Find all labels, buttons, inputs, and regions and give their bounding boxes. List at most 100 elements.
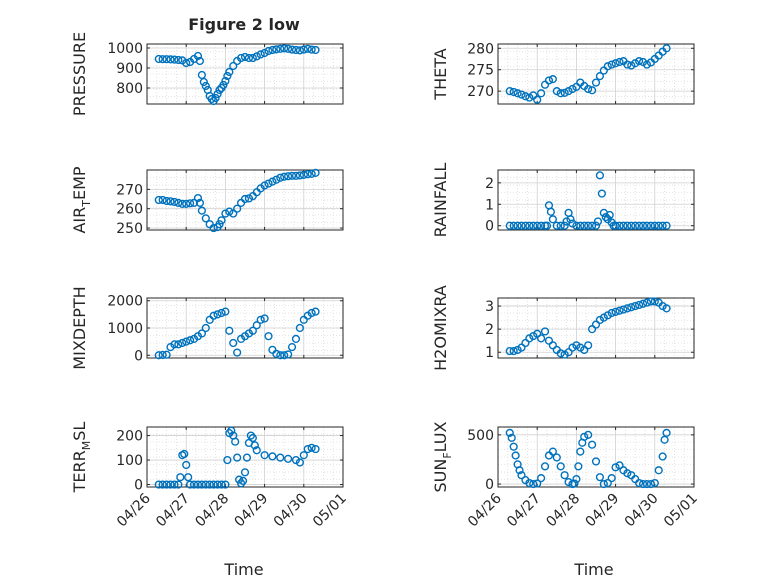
data-point: [580, 221, 589, 230]
data-point: [280, 44, 289, 53]
data-point: [233, 348, 242, 357]
data-point: [260, 314, 269, 323]
data-point: [572, 221, 581, 230]
data-point: [560, 471, 569, 480]
data-point: [166, 55, 175, 64]
data-point: [607, 308, 616, 318]
data-point: [587, 86, 597, 95]
subplot-5: 0 1000 2000 MIXDEPTH: [70, 286, 344, 370]
data-point: [170, 197, 179, 207]
axes-box: [146, 43, 344, 105]
data-point: [540, 327, 550, 336]
subplot-3: 250 260 270 AIRTEMP: [70, 166, 344, 237]
data-point: [556, 462, 565, 471]
data-point: [568, 219, 577, 228]
data-point: [162, 350, 171, 359]
data-point: [505, 428, 514, 438]
data-point: [595, 171, 605, 180]
data-point: [272, 45, 281, 54]
y-tick-label: 900: [116, 61, 143, 77]
data-point: [195, 56, 205, 66]
x-tick-label: 04/28: [192, 491, 232, 531]
y-axis-label: THETA: [431, 48, 450, 100]
data-point: [584, 341, 593, 350]
data-point: [221, 307, 230, 316]
y-tick-label: 0: [134, 478, 143, 494]
axes-box: [497, 426, 695, 488]
data-point: [154, 195, 163, 205]
data-point: [280, 351, 289, 360]
data-point: [217, 216, 226, 225]
data-point: [199, 77, 208, 87]
y-tick-label: 100: [116, 453, 143, 469]
data-point: [542, 221, 552, 230]
data-point: [158, 55, 167, 64]
subplot-8: 0 500 SUNFLUX 04/26 04/27 04/28 04/29 04/30 05/0…: [431, 421, 701, 530]
data-point: [623, 60, 632, 69]
data-point: [229, 338, 238, 348]
data-point: [240, 194, 250, 204]
data-point: [213, 480, 222, 489]
data-point: [570, 479, 579, 488]
data-point: [233, 453, 242, 462]
data-point: [268, 45, 277, 55]
data-point: [654, 466, 663, 475]
data-point: [566, 215, 575, 224]
data-point: [662, 304, 671, 313]
data-point: [209, 480, 218, 489]
data-point: [646, 479, 655, 489]
data-point: [591, 457, 601, 466]
data-point: [587, 325, 597, 334]
data-point: [240, 468, 250, 477]
axes-box: [497, 43, 695, 105]
data-point: [260, 181, 269, 190]
data-point: [603, 62, 612, 71]
data-point: [593, 217, 603, 226]
data-point: [182, 460, 191, 470]
data-point: [525, 221, 534, 230]
data-point: [517, 343, 526, 352]
data-point: [607, 474, 616, 483]
data-point: [219, 80, 228, 90]
data-point: [544, 336, 554, 345]
data-point: [603, 478, 612, 488]
data-point: [513, 221, 522, 230]
y-tick-label: 1: [485, 345, 494, 361]
data-point: [272, 175, 281, 184]
x-tick-label: 04/29: [583, 491, 623, 531]
data-point: [225, 67, 234, 77]
data-point: [284, 44, 293, 53]
y-axis-label-subscript: T: [80, 200, 93, 208]
data-point: [615, 221, 624, 230]
x-tick-label: 04/29: [232, 491, 272, 531]
data-point: [189, 480, 199, 489]
data-point: [299, 451, 308, 460]
data-point: [521, 92, 530, 101]
data-point: [201, 480, 210, 489]
data-point: [299, 45, 308, 54]
data-point: [250, 441, 259, 450]
y-axis-label: SUNFLUX: [431, 421, 454, 492]
y-axis-label: AIRTEMP: [70, 166, 93, 233]
data-point: [201, 323, 210, 333]
data-point: [229, 209, 238, 218]
data-point: [248, 53, 257, 63]
data-point: [631, 59, 640, 68]
data-point: [556, 89, 565, 98]
data-point: [264, 179, 273, 188]
data-point: [291, 45, 301, 55]
data-point: [174, 480, 183, 489]
axes-box: [146, 169, 344, 231]
data-point: [627, 61, 636, 70]
data-point: [276, 453, 285, 462]
data-point: [211, 93, 220, 103]
data-point: [638, 299, 648, 308]
data-point: [244, 53, 254, 63]
data-point: [207, 94, 216, 104]
data-point: [276, 351, 285, 360]
data-point: [537, 89, 546, 98]
data-point: [642, 298, 652, 307]
data-point: [642, 479, 652, 489]
data-point: [576, 221, 585, 230]
